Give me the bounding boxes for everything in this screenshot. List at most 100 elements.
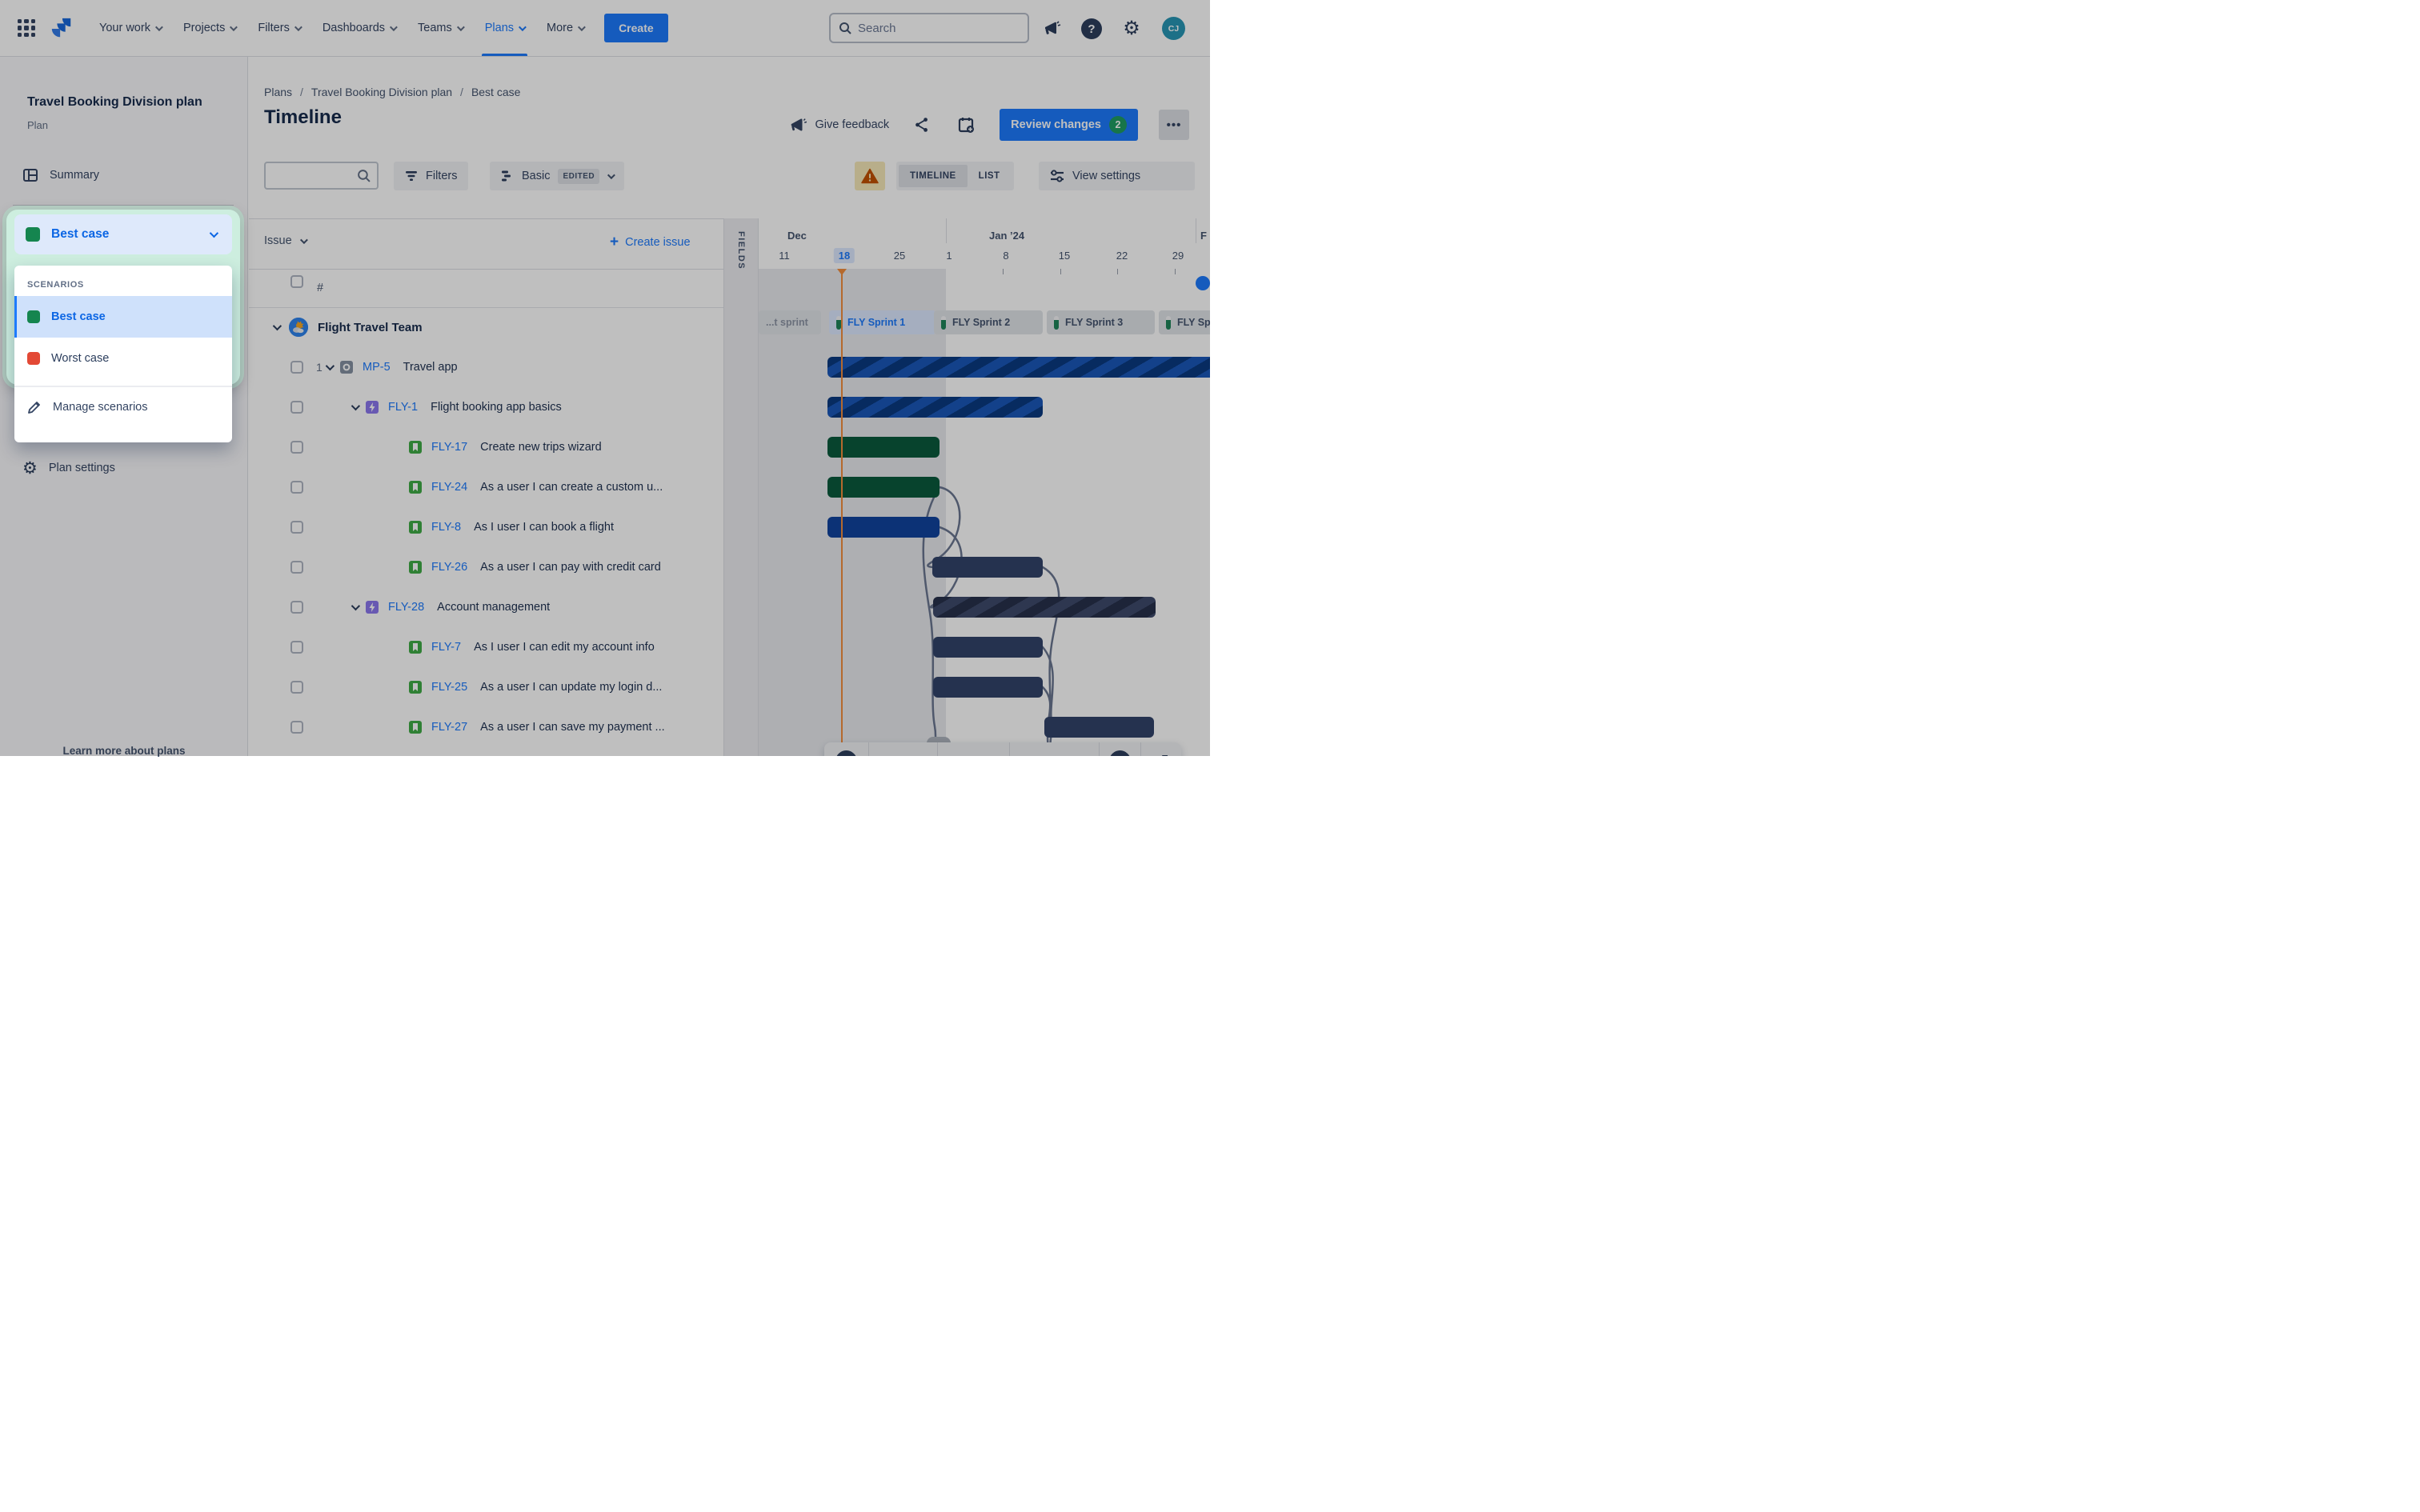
issue-row-fly-27: FLY-27 As a user I can save my payment ..… <box>249 707 724 747</box>
sprint-chip-fly-sp[interactable]: FLY Sp <box>1159 310 1210 334</box>
global-search-input[interactable] <box>858 21 1002 35</box>
fullscreen-button[interactable] <box>1141 742 1181 756</box>
issue-key-link[interactable]: FLY-24 <box>431 481 468 494</box>
nav-item-plans[interactable]: Plans <box>474 0 535 56</box>
past-period-shading <box>759 269 946 756</box>
sliders-icon <box>1051 170 1064 182</box>
row-checkbox[interactable] <box>290 521 303 534</box>
view-edited-badge: EDITED <box>558 168 600 184</box>
filters-button[interactable]: Filters <box>394 162 469 190</box>
breadcrumb-item[interactable]: Best case <box>471 86 521 98</box>
breadcrumb-item[interactable]: Plans <box>264 86 293 98</box>
sprint-chip-fly-sprint-3[interactable]: FLY Sprint 3 <box>1047 310 1155 334</box>
issue-key-link[interactable]: MP-5 <box>363 361 391 374</box>
row-checkbox[interactable] <box>290 481 303 494</box>
date-tick: 22 <box>1116 250 1128 262</box>
nav-item-teams[interactable]: Teams <box>407 0 474 56</box>
week-gridline-tick <box>1117 269 1118 274</box>
sprint-chip-fly-sprint-2[interactable]: FLY Sprint 2 <box>934 310 1043 334</box>
sprint-chip--t-sprint[interactable]: ...t sprint <box>759 310 821 334</box>
timeline-list-toggle[interactable]: TIMELINE LIST <box>896 162 1014 190</box>
gantt-bar-fly-27[interactable] <box>1044 717 1154 738</box>
month-label: Dec <box>787 230 807 242</box>
warning-button[interactable] <box>855 162 885 190</box>
row-checkbox[interactable] <box>290 561 303 574</box>
sprint-chip-fly-sprint-1[interactable]: FLY Sprint 1 <box>829 310 941 334</box>
sidebar-item-plan-settings[interactable]: ⚙ Plan settings <box>11 452 237 484</box>
share-icon[interactable] <box>910 113 934 137</box>
learn-more-link[interactable]: Learn more about plans <box>62 745 186 757</box>
gantt-bar-fly-1[interactable] <box>827 397 1043 418</box>
row-checkbox[interactable] <box>290 441 303 454</box>
info-button[interactable]: i <box>1100 742 1141 756</box>
story-type-icon <box>409 521 422 534</box>
add-to-calendar-icon[interactable] <box>955 113 979 137</box>
issue-column-header[interactable]: Issue <box>264 234 308 247</box>
issue-key-link[interactable]: FLY-27 <box>431 721 468 734</box>
nav-item-filters[interactable]: Filters <box>246 0 311 56</box>
select-all-checkbox[interactable] <box>290 275 303 288</box>
issue-key-link[interactable]: FLY-17 <box>431 441 468 454</box>
issue-key-link[interactable]: FLY-8 <box>431 521 462 534</box>
more-actions-button[interactable]: ••• <box>1159 110 1189 140</box>
scenario-option-best-case[interactable]: Best case <box>14 296 232 338</box>
today-button[interactable]: Today <box>938 742 1010 756</box>
nav-item-your-work[interactable]: Your work <box>88 0 172 56</box>
nav-item-dashboards[interactable]: Dashboards <box>311 0 407 56</box>
scenario-dropdown: SCENARIOS Best case Worst case Manage sce… <box>14 266 232 442</box>
row-checkbox[interactable] <box>290 721 303 734</box>
jira-logo-icon[interactable] <box>50 16 74 40</box>
team-row[interactable]: Flight Travel Team <box>249 307 724 347</box>
gantt-bar-fly-17[interactable] <box>827 437 940 458</box>
issue-summary: Create new trips wizard <box>480 441 602 454</box>
sidebar-item-summary[interactable]: Summary <box>11 159 237 191</box>
scenario-selector-button[interactable]: Best case <box>14 214 232 254</box>
notifications-megaphone-icon[interactable] <box>1040 18 1063 40</box>
help-icon[interactable]: ? <box>1080 18 1103 40</box>
review-changes-label: Review changes <box>1011 118 1101 131</box>
settings-gear-icon[interactable]: ⚙ <box>1123 18 1140 39</box>
summary-board-icon <box>23 169 38 182</box>
gantt-bar-fly-24[interactable] <box>827 477 940 498</box>
scenario-option-worst-case[interactable]: Worst case <box>14 338 232 379</box>
sprint-status-capsule <box>1166 315 1171 330</box>
row-checkbox[interactable] <box>290 681 303 694</box>
create-issue-button[interactable]: + Create issue <box>610 234 691 250</box>
issue-key-link[interactable]: FLY-7 <box>431 641 462 654</box>
gantt-bar-mp-5[interactable] <box>827 357 1210 378</box>
release-marker[interactable] <box>1196 276 1210 290</box>
user-avatar[interactable]: CJ <box>1162 17 1185 40</box>
row-checkbox[interactable] <box>290 401 303 414</box>
breadcrumb-item[interactable]: Travel Booking Division plan <box>311 86 453 98</box>
issue-key-link[interactable]: FLY-1 <box>388 401 419 414</box>
nav-item-more[interactable]: More <box>535 0 595 56</box>
tab-timeline[interactable]: TIMELINE <box>899 165 968 187</box>
filters-label: Filters <box>426 170 458 182</box>
row-checkbox[interactable] <box>290 361 303 374</box>
gantt-bar-fly-8[interactable] <box>827 517 940 538</box>
create-button[interactable]: Create <box>604 14 668 42</box>
skip-to-button[interactable]: › <box>824 742 869 756</box>
view-settings-button[interactable]: View settings <box>1039 162 1195 190</box>
team-avatar <box>289 318 308 337</box>
sidebar-divider <box>13 205 234 206</box>
gantt-bar-fly-25[interactable] <box>933 677 1043 698</box>
nav-item-projects[interactable]: Projects <box>172 0 246 56</box>
issue-key-link[interactable]: FLY-25 <box>431 681 468 694</box>
row-checkbox[interactable] <box>290 641 303 654</box>
issue-key-link[interactable]: FLY-26 <box>431 561 468 574</box>
fields-panel-tab[interactable]: FIELDS <box>723 218 759 756</box>
global-search[interactable] <box>829 13 1029 43</box>
issue-search-input[interactable] <box>264 162 379 190</box>
gantt-bar-fly-7[interactable] <box>933 637 1043 658</box>
tab-list[interactable]: LIST <box>978 171 1000 181</box>
review-changes-button[interactable]: Review changes 2 <box>1000 109 1138 141</box>
give-feedback-button[interactable]: Give feedback <box>789 116 889 134</box>
issue-key-link[interactable]: FLY-28 <box>388 601 425 614</box>
manage-scenarios-item[interactable]: Manage scenarios <box>14 386 232 427</box>
issue-summary: As a user I can update my login d... <box>480 681 663 694</box>
row-checkbox[interactable] <box>290 601 303 614</box>
app-switcher-icon[interactable] <box>18 19 35 37</box>
view-select-button[interactable]: Basic EDITED <box>490 162 625 190</box>
sprint-status-capsule <box>836 316 841 330</box>
